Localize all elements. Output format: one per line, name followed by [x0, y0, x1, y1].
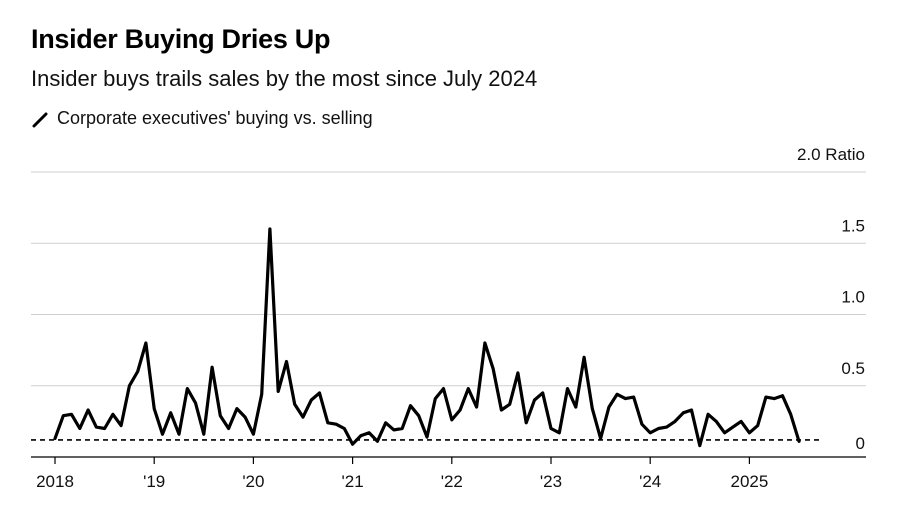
- y-tick-label: 1.5: [841, 216, 865, 235]
- legend-label: Corporate executives' buying vs. selling: [57, 108, 373, 128]
- series-line: [53, 227, 801, 448]
- x-tick-label: '19: [143, 472, 165, 491]
- y-tick-label: 2.0 Ratio: [797, 145, 865, 164]
- x-tick-label: 2018: [36, 472, 74, 491]
- y-tick-label: 1.0: [841, 288, 865, 307]
- legend: Corporate executives' buying vs. selling: [31, 108, 373, 129]
- chart-subtitle: Insider buys trails sales by the most si…: [31, 66, 538, 91]
- legend-line-icon: [32, 112, 48, 127]
- x-tick-label: '21: [342, 472, 364, 491]
- x-tick-label: '24: [639, 472, 661, 491]
- x-tick-label: '23: [540, 472, 562, 491]
- x-tick-label: '20: [242, 472, 264, 491]
- y-tick-label: 0: [856, 434, 865, 453]
- x-tick-label: 2025: [730, 472, 768, 491]
- y-tick-label: 0.5: [841, 359, 865, 378]
- chart-title: Insider Buying Dries Up: [31, 24, 331, 54]
- x-tick-label: '22: [441, 472, 463, 491]
